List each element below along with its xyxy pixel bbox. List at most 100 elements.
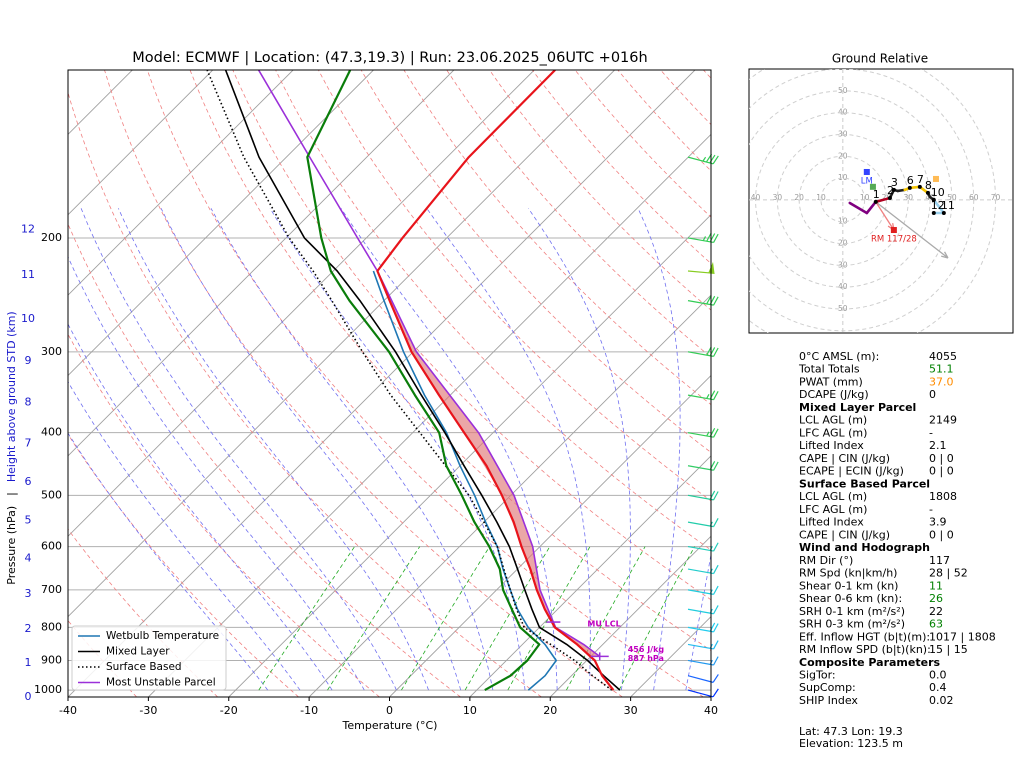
height-label: Height above ground STD (km): [5, 311, 18, 482]
isotherm: [68, 70, 294, 296]
param-label: RM Dir (°): [799, 554, 853, 567]
ring: [749, 69, 975, 332]
ring-label: 20: [794, 193, 804, 202]
height-tick-label: 4: [25, 551, 32, 564]
hodo-point: [925, 190, 930, 195]
moist-adiabat: [160, 208, 462, 691]
param-label: DCAPE (J/kg): [799, 388, 869, 401]
moist-adiabat: [210, 208, 494, 691]
param-value: 0: [929, 388, 936, 401]
isotherm: [228, 214, 711, 697]
hodo-point: [907, 185, 912, 190]
x-tick-label: 0: [386, 704, 393, 717]
param-label: ECAPE | ECIN (J/kg): [799, 465, 904, 478]
param-label: LFC AGL (m): [799, 426, 867, 439]
param-label: PWAT (mm): [799, 375, 863, 388]
moist-adiabat: [637, 208, 681, 691]
ring: [820, 177, 866, 223]
mu-info: 456 J/kg: [628, 645, 665, 654]
wind-barb: [687, 346, 719, 357]
param-label: SRH 0-1 km (m²/s²): [799, 605, 905, 618]
x-axis-label: Temperature (°C): [342, 719, 438, 732]
param-label: Eff. Inflow HGT (b|t)(m):: [799, 630, 930, 643]
legend-label: Most Unstable Parcel: [106, 677, 216, 689]
dry-adiabat: [104, 70, 623, 697]
moist-adiabat: [68, 432, 269, 691]
dry-adiabat: [68, 433, 299, 697]
moist-adiabat: [118, 208, 429, 691]
param-label: SupComp:: [799, 681, 856, 694]
wind-barb: [687, 153, 719, 165]
hodo-point-label: 2: [887, 184, 894, 197]
height-tick-label: 0: [25, 690, 32, 703]
legend-box: [71, 625, 227, 691]
hodo-point-label: 7: [917, 173, 924, 186]
y-tick-label: 800: [41, 620, 62, 633]
legend-label: Wetbulb Temperature: [106, 630, 219, 642]
height-tick-label: 1: [25, 656, 32, 669]
y-tick-label: 500: [41, 488, 62, 501]
height-tick-label: 2: [25, 622, 32, 635]
wind-barb: [687, 688, 719, 698]
height-tick-label: 9: [25, 354, 32, 367]
param-label: Total Totals: [798, 363, 860, 376]
hodo-segment: [848, 201, 869, 215]
ring-label: 20: [882, 193, 892, 202]
param-label: CAPE | CIN (J/kg): [799, 528, 890, 541]
hodo-point: [917, 184, 922, 189]
footer-line: Elevation: 123.5 m: [799, 737, 903, 750]
hodo-point-label: 10: [931, 186, 945, 199]
moist-adiabat: [340, 208, 558, 691]
chart-title: Model: ECMWF | Location: (47.3,19.3) | R…: [132, 50, 647, 66]
param-label: Shear 0-6 km (kn):: [799, 592, 902, 605]
param-label: Shear 0-1 km (kn): [799, 579, 898, 592]
param-label: LFC AGL (m): [799, 503, 867, 516]
height-tick-label: 8: [25, 395, 32, 408]
param-label: RM Spd (kn|km/h): [799, 567, 897, 580]
wind-barb: [687, 295, 719, 306]
legend-label: Mixed Layer: [106, 646, 170, 658]
x-tick-label: -10: [300, 704, 318, 717]
y-tick-label: 200: [41, 231, 62, 244]
moist-adiabat: [68, 380, 301, 691]
param-value: 28 | 52: [929, 567, 968, 580]
section-title: Surface Based Parcel: [799, 477, 930, 490]
param-value: 0.02: [929, 694, 954, 707]
x-tick-label: -40: [59, 704, 77, 717]
hodo-segment: [874, 196, 892, 204]
dry-adiabat: [403, 70, 711, 406]
arrow: [875, 201, 949, 259]
footer-line: Lat: 47.3 Lon: 19.3: [799, 725, 903, 738]
isotherm: [549, 535, 711, 697]
param-value: -: [929, 426, 933, 439]
section-title: Composite Parameters: [799, 656, 940, 669]
profile-line: [376, 70, 615, 691]
isotherm: [148, 133, 711, 697]
param-label: Lifted Index: [799, 439, 864, 452]
wind-barb: [687, 427, 719, 438]
hodo-segment: [865, 200, 878, 215]
y-tick-label: 600: [41, 540, 62, 553]
param-value: 0 | 0: [929, 465, 954, 478]
param-label: SigTor:: [799, 669, 836, 682]
mixing-ratio: [327, 546, 421, 691]
param-value: 0 | 0: [929, 452, 954, 465]
moist-adiabat: [685, 552, 711, 691]
dry-adiabat: [232, 70, 711, 601]
param-label: CAPE | CIN (J/kg): [799, 452, 890, 465]
y-tick-label: 400: [41, 426, 62, 439]
x-tick-label: 20: [543, 704, 557, 717]
param-label: Lifted Index: [799, 516, 864, 529]
height-tick-label: 12: [21, 222, 35, 235]
profile-line: [224, 70, 621, 691]
cape-area: [377, 271, 600, 657]
hodo-point: [931, 197, 936, 202]
y-tick-label: 1000: [34, 683, 62, 696]
dry-adiabat: [446, 70, 711, 358]
hodo-point: [941, 211, 946, 215]
section-title: Mixed Layer Parcel: [799, 401, 916, 414]
moist-adiabat: [269, 208, 526, 691]
